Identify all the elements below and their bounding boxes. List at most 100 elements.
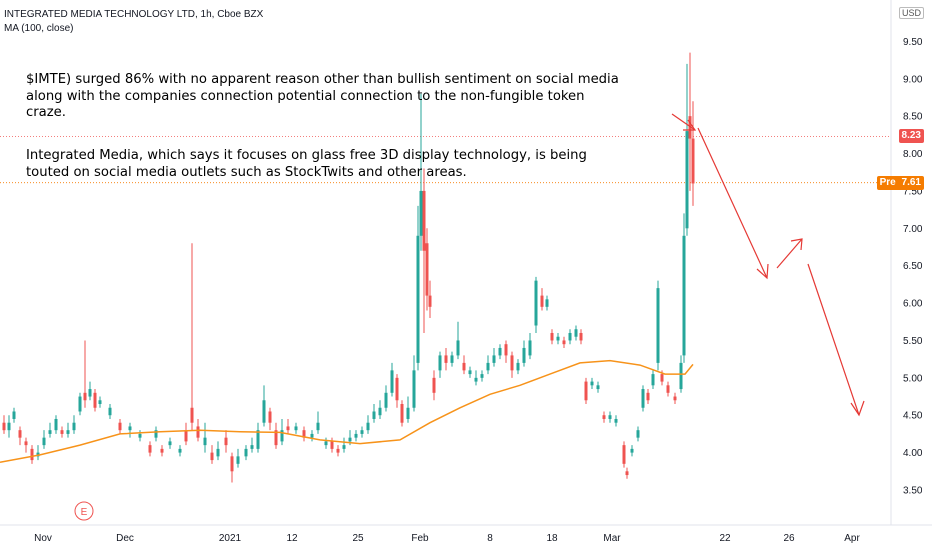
candle-body [42,437,46,446]
candle [450,351,454,367]
candle [474,370,478,386]
x-tick-label: Apr [844,533,860,544]
candle [622,441,626,468]
candle-body [224,437,228,446]
candle-body [625,471,629,476]
candle [250,437,254,453]
candle [646,389,650,405]
pre-market-badge: Pre 7.61 [876,175,924,190]
candle-body [348,437,352,442]
symbol-title[interactable]: INTEGRATED MEDIA TECHNOLOGY LTD, 1h, Cbo… [4,9,264,20]
candle [416,205,420,371]
candle [360,426,364,438]
candle [596,381,600,393]
currency-badge[interactable]: USD [898,7,924,19]
candle-body [48,430,52,434]
candle-body [390,370,394,393]
candle-body [545,299,549,307]
x-tick-label: Dec [116,533,134,544]
candle-body [651,374,655,386]
candle [428,280,432,319]
candle [556,332,560,345]
y-axis[interactable]: 3.50 4.00 4.50 5.00 5.50 6.00 6.50 7.00 7.50 8.00… [890,0,923,525]
candle-body [7,422,11,431]
candle [66,422,70,438]
candle [128,422,132,438]
candle-body [579,332,583,341]
candle [584,377,588,405]
forecast-arrow-2 [776,238,803,269]
indicator-label[interactable]: MA (100, close) [4,23,74,34]
pre-label: Pre [879,176,896,188]
candle [310,430,314,442]
candle-body [154,430,158,438]
candle [230,452,234,483]
candle-body [36,452,40,457]
candle [444,347,448,371]
candle-body [498,347,502,356]
candle [244,445,248,461]
candle-body [66,430,70,434]
last-price-badge: 8.23 [898,129,924,144]
candle-body [422,190,426,251]
y-tick-label: 7.00 [903,224,923,235]
candle-body [673,396,677,401]
candle-body [556,336,560,341]
candle [656,280,660,371]
x-axis[interactable]: Nov Dec 2021 12 25 Feb 8 18 Mar 22 26 Apr [0,524,932,544]
candle-body [190,407,194,423]
candle-body [168,441,172,446]
candle-body [88,389,92,397]
candle-body [636,430,640,438]
candle-body [83,392,87,401]
candle-body [316,422,320,431]
candle-body [416,235,420,363]
candle-body [444,355,448,363]
candle [540,288,544,311]
earnings-marker[interactable]: E [74,501,94,521]
arrow-head [683,119,697,131]
candle [93,389,97,412]
candle-body [60,430,64,434]
candle [60,426,64,438]
candle-body [602,415,606,419]
x-tick-label: 26 [783,533,795,544]
candle [545,295,549,311]
candle [274,422,278,449]
candle [148,441,152,457]
forecast-arrow-3 [807,263,860,416]
candle-body [378,407,382,416]
candle-body [262,400,266,423]
candle [630,445,634,457]
candle-body [280,430,284,442]
candle [160,445,164,457]
candle-body [568,332,572,341]
candle [190,243,194,431]
candle-body [679,362,683,390]
candle [666,381,670,397]
candle-body [656,288,660,363]
candle [568,329,572,345]
pre-price: 7.61 [901,176,921,188]
candle-body [210,452,214,461]
candle-body [310,433,314,438]
y-tick-label: 9.50 [903,37,923,48]
candle-body [30,448,34,461]
candle [336,445,340,457]
candle [651,370,655,390]
x-tick-label: 12 [286,533,298,544]
candle [432,370,436,401]
candle-body [486,362,490,371]
y-tick-label: 4.50 [903,411,923,422]
candle-body [614,418,618,423]
candle [468,366,472,378]
note-line: Integrated Media, which says it focuses … [26,148,587,163]
candle-body [550,332,554,341]
candle-body [342,445,346,449]
candle [30,445,34,464]
candle [673,392,677,405]
candle-body [590,381,594,386]
candle-body [468,370,472,375]
